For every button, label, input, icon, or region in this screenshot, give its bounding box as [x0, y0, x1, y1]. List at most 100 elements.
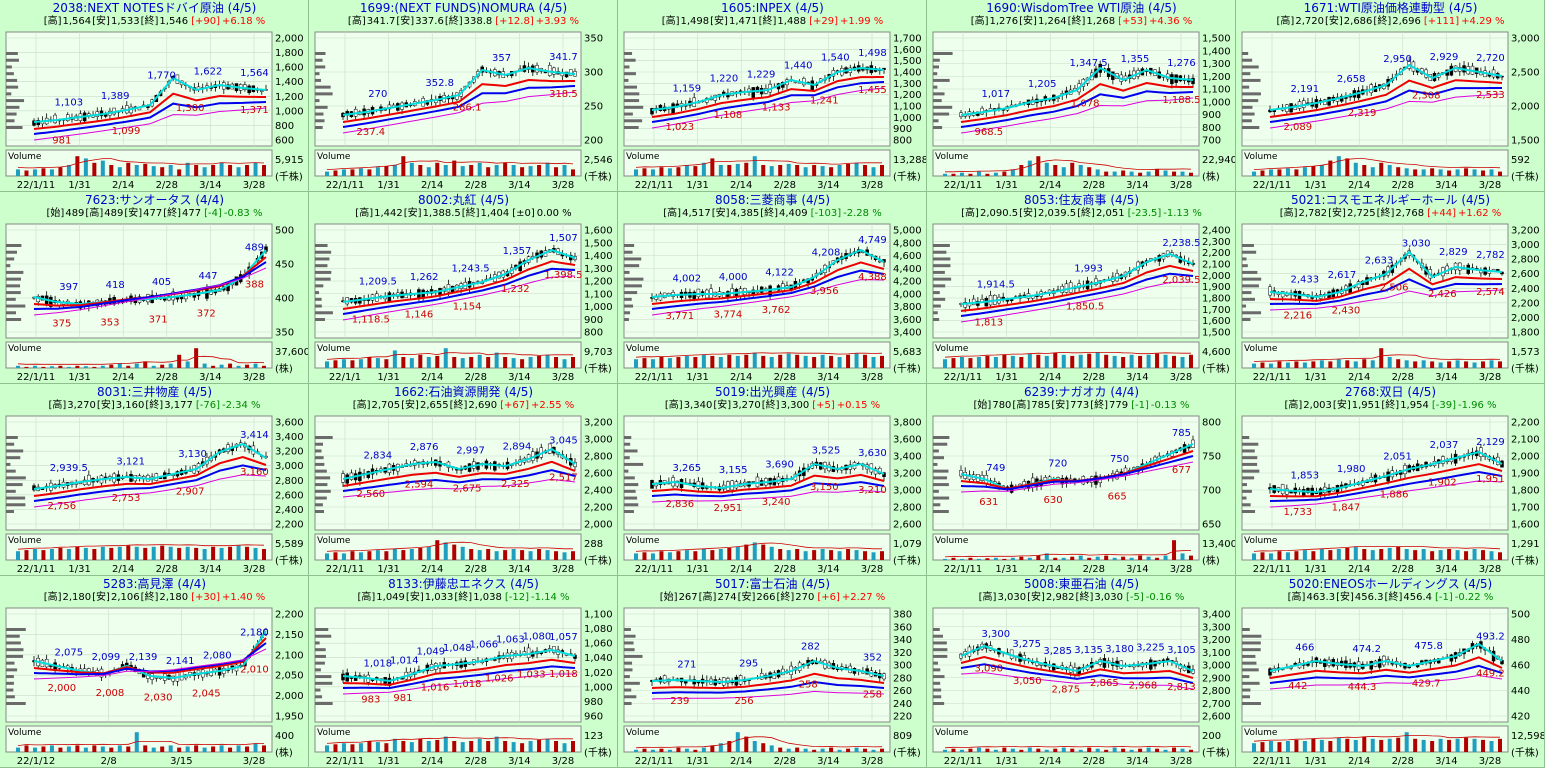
chart-panel[interactable]: 7623:サンオータス (4/4) [始]489[高]489[安]477[終]47… — [0, 192, 309, 384]
volume-bar — [418, 354, 423, 368]
volume-bar — [1362, 359, 1367, 368]
quote-value: 1,276 — [989, 16, 1019, 27]
volume-bar — [1447, 739, 1452, 752]
volume-bar — [1464, 168, 1469, 176]
chart-panel[interactable]: 2768:双日 (4/5) [高]2,003[安]1,951[終]1,954 [-3… — [1236, 384, 1545, 576]
volume-bar — [786, 353, 791, 368]
y-tick-label: 800 — [893, 136, 912, 147]
chart-panel[interactable]: 5283:高見澤 (4/4) [高]2,180[安]2,106[終]2,180 [+… — [0, 576, 309, 768]
volume-label: Volume — [626, 152, 660, 162]
quote-change: [-1] — [1131, 400, 1149, 411]
chart-title[interactable]: 8002:丸紅 (4/5) — [417, 193, 510, 207]
chart-title[interactable]: 1690:WisdomTree WTI原油 (4/5) — [986, 1, 1177, 15]
x-tick-label: 1/31 — [377, 564, 399, 575]
chart-panel[interactable]: 1662:石油資源開発 (4/5) [高]2,705[安]2,655[終]2,69… — [309, 384, 618, 576]
chart-title[interactable]: 8058:三菱商事 (4/5) — [714, 193, 831, 207]
volume-bar — [151, 546, 156, 560]
chart-title[interactable]: 5017:富士石油 (4/5) — [714, 577, 831, 591]
candle-body — [573, 461, 577, 468]
chart-title[interactable]: 5008:東亜石油 (4/5) — [1023, 577, 1140, 591]
quote-change: [+29] — [809, 16, 838, 27]
volume-bar — [1489, 360, 1494, 368]
quote-percent: -1.13 % — [1163, 208, 1202, 219]
chart-panel[interactable]: 5020:ENEOSホールディングス (4/5) [高]463.3[安]456.3… — [1236, 576, 1545, 768]
chart-panel[interactable]: 6239:ナガオカ (4/4) [始]780[高]785[安]773[終]779[… — [927, 384, 1236, 576]
volume-bar — [693, 166, 698, 176]
chart-panel[interactable]: 5021:コスモエネルギーホール (4/5) [高]2,782[安]2,725[終… — [1236, 192, 1545, 384]
volume-bar — [1472, 169, 1477, 176]
volume-bar — [1044, 355, 1049, 368]
chart-title[interactable]: 2038:NEXT NOTESドバイ原油 (4/5) — [52, 1, 257, 15]
high-price-label: 4,002 — [672, 274, 701, 285]
x-tick-label: 1/31 — [68, 564, 90, 575]
chart-title[interactable]: 8053:住友商事 (4/5) — [1023, 193, 1140, 207]
volume-bar — [693, 357, 698, 368]
volume-label: Volume — [8, 344, 42, 354]
quote-value: 2,768 — [1395, 208, 1425, 219]
chart-title[interactable]: 8031:三井物産 (4/5) — [96, 385, 213, 399]
chart-panel[interactable]: 8002:丸紅 (4/5) [高]1,442[安]1,388.5[終]1,404[… — [309, 192, 618, 384]
chart-panel[interactable]: 8053:住友商事 (4/5) [高]2,090.5[安]2,039.5[終]2,… — [927, 192, 1236, 384]
chart-title[interactable]: 8133:伊藤忠エネクス (4/5) — [388, 577, 539, 591]
volume-profile-bar — [6, 695, 15, 699]
y-tick-label: 480 — [1511, 635, 1530, 646]
chart-panel[interactable]: 8031:三井物産 (4/5) [高]3,270[安]3,160[終]3,177[… — [0, 384, 309, 576]
chart-title[interactable]: 6239:ナガオカ (4/4) — [1023, 385, 1140, 399]
chart-panel[interactable]: 1690:WisdomTree WTI原油 (4/5) [高]1,276[安]1,… — [927, 0, 1236, 192]
chart-title[interactable]: 1605:INPEX (4/5) — [721, 1, 824, 15]
chart-title[interactable]: 1699:(NEXT FUNDS)NOMURA (4/5) — [359, 1, 568, 15]
volume-bar — [1311, 166, 1316, 176]
quote-line: [高]1,049[安]1,033[終]1,038 [-12] -1.14 % — [309, 592, 617, 604]
chart-panel[interactable]: 8058:三菱商事 (4/5) [高]4,517[安]4,385[終]4,409[… — [618, 192, 927, 384]
chart-panel[interactable]: 5008:東亜石油 (4/5) [高]3,030[安]2,982[終]3,030[… — [927, 576, 1236, 768]
x-tick-label: 3/14 — [817, 180, 839, 191]
volume-bar — [718, 549, 723, 560]
x-tick-label: 2/14 — [1348, 372, 1370, 383]
chart-title[interactable]: 1662:石油資源開発 (4/5) — [393, 385, 534, 399]
y-tick-label: 3,600 — [275, 418, 304, 429]
volume-bar — [985, 355, 990, 368]
volume-bar — [219, 547, 224, 560]
volume-bar — [1189, 172, 1193, 176]
volume-bar — [571, 551, 575, 560]
chart-title[interactable]: 2768:双日 (4/5) — [1344, 385, 1437, 399]
x-tick-label: 1/31 — [686, 372, 708, 383]
ma-longest-line — [342, 275, 576, 321]
volume-bar — [735, 163, 740, 176]
chart-panel[interactable]: 5019:出光興産 (4/5) [高]3,340[安]3,270[終]3,300[… — [618, 384, 927, 576]
volume-bar — [477, 550, 482, 560]
volume-profile-bar — [624, 654, 643, 658]
chart-title[interactable]: 5283:高見澤 (4/4) — [102, 577, 207, 591]
chart-panel[interactable]: 2038:NEXT NOTESドバイ原油 (4/5) [高]1,564[安]1,5… — [0, 0, 309, 192]
chart-title[interactable]: 7623:サンオータス (4/4) — [84, 193, 225, 207]
chart-title[interactable]: 5019:出光興産 (4/5) — [714, 385, 831, 399]
x-tick-label: 2/14 — [112, 564, 134, 575]
volume-bar — [985, 748, 990, 752]
volume-profile-bar — [933, 58, 940, 62]
volume-bar — [1104, 171, 1109, 176]
chart-panel[interactable]: 8133:伊藤忠エネクス (4/5) [高]1,049[安]1,033[終]1,0… — [309, 576, 618, 768]
chart-panel[interactable]: 1671:WTI原油価格連動型 (4/5) [高]2,720[安]2,686[終]… — [1236, 0, 1545, 192]
x-tick-label: 3/28 — [243, 372, 265, 383]
volume-profile-bar — [315, 126, 323, 129]
volume-profile-bar — [933, 270, 945, 274]
chart-panel[interactable]: 1605:INPEX (4/5) [高]1,498[安]1,471[終]1,488… — [618, 0, 927, 192]
volume-bar — [66, 366, 71, 368]
chart-title[interactable]: 5021:コスモエネルギーホール (4/5) — [1290, 193, 1491, 207]
high-price-label: 1,853 — [1290, 471, 1319, 482]
candle-body — [1268, 286, 1272, 296]
volume-label: Volume — [317, 344, 351, 354]
y-tick-label: 2,150 — [275, 630, 304, 641]
quote-label: [高] — [1012, 400, 1031, 411]
volume-bar — [1421, 549, 1426, 560]
quote-line: [高]2,090.5[安]2,039.5[終]2,051 [-23.5] -1.13… — [927, 208, 1235, 220]
volume-profile-bar — [315, 681, 333, 685]
volume-profile-bar — [624, 250, 633, 254]
chart-title[interactable]: 5020:ENEOSホールディングス (4/5) — [1288, 577, 1493, 591]
x-tick-label: 22/1/11 — [635, 180, 674, 191]
chart-title[interactable]: 1671:WTI原油価格連動型 (4/5) — [1303, 1, 1478, 15]
chart-panel[interactable]: 1699:(NEXT FUNDS)NOMURA (4/5) [高]341.7[安]… — [309, 0, 618, 192]
chart-panel[interactable]: 5017:富士石油 (4/5) [始]267[高]274[安]266[終]270[… — [618, 576, 927, 768]
high-price-label: 1,018 — [363, 659, 392, 670]
